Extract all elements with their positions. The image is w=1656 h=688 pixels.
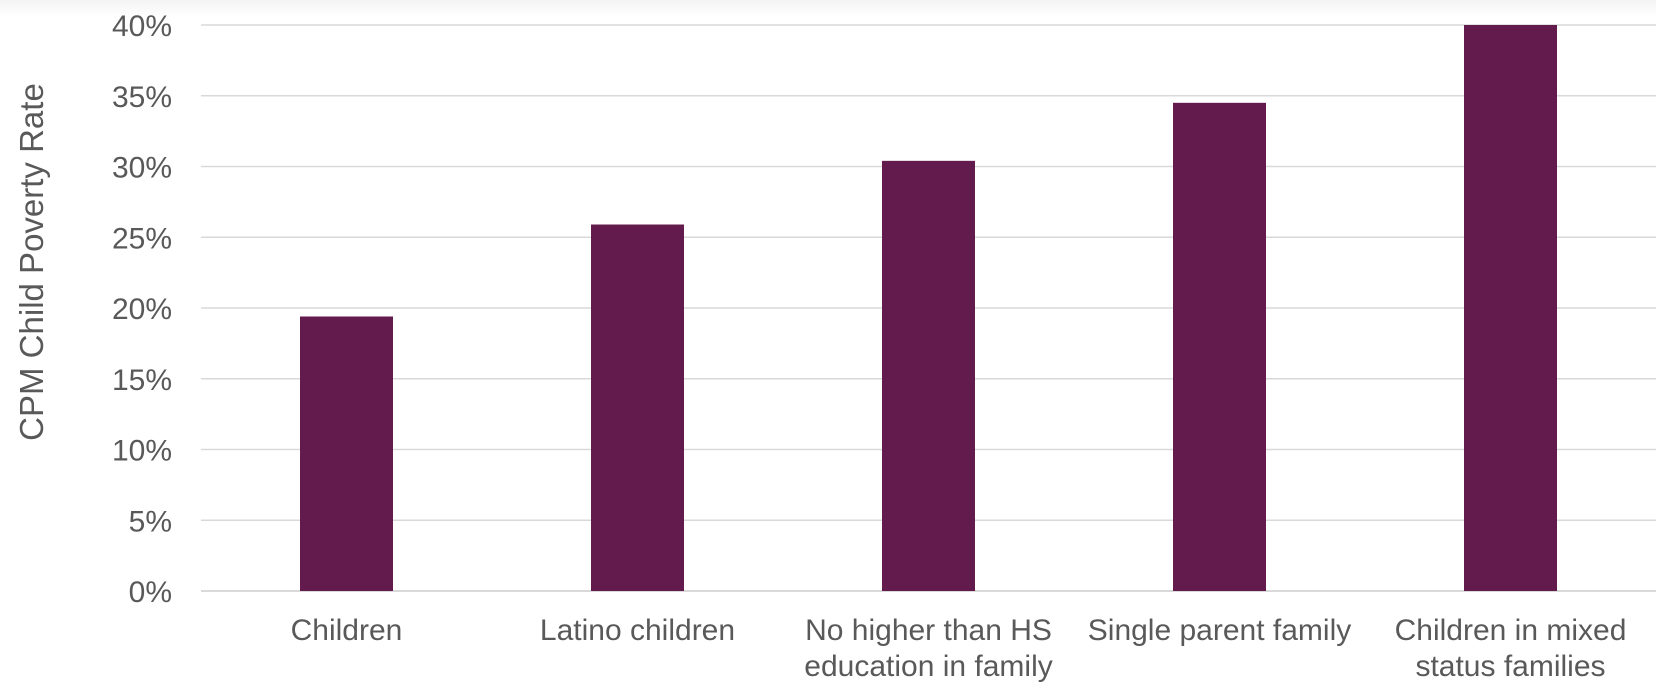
x-tick-label-line: education in family [804, 650, 1052, 683]
y-tick-label: 25% [112, 222, 172, 255]
x-tick-label: Children in mixed status families [1395, 614, 1627, 683]
y-tick-label: 10% [112, 435, 172, 468]
bar [882, 160, 975, 591]
y-tick-label: 35% [112, 81, 172, 114]
y-axis-ticks: 0% 5% 10% 15% 20% 25% 30% 35% 40% [112, 10, 172, 609]
y-axis-title: CPM Child Poverty Rate [13, 83, 50, 441]
bar [1464, 25, 1557, 591]
x-tick-label-line: Single parent family [1088, 614, 1351, 647]
x-tick-label: Single parent family [1088, 614, 1351, 647]
y-tick-label: 0% [129, 576, 172, 609]
x-axis-ticks: Children Latino children No higher than HS… [291, 614, 1627, 683]
y-tick-label: 5% [129, 505, 172, 538]
x-tick-label-line: Children in mixed [1395, 614, 1627, 647]
x-tick-label-line: status families [1415, 650, 1605, 683]
x-tick-label: Latino children [540, 614, 735, 647]
bar [1173, 102, 1266, 591]
y-tick-label: 20% [112, 293, 172, 326]
x-tick-label: No higher than HS education in family [804, 614, 1052, 683]
bars [300, 25, 1557, 591]
y-tick-label: 15% [112, 364, 172, 397]
x-tick-label: Children [291, 614, 403, 647]
top-shade [0, 0, 1656, 18]
x-tick-label-line: Latino children [540, 614, 735, 647]
x-tick-label-line: Children [291, 614, 403, 647]
bar [300, 316, 393, 591]
y-tick-label: 30% [112, 152, 172, 185]
x-tick-label-line: No higher than HS [805, 614, 1052, 647]
bar [591, 224, 684, 591]
y-tick-label: 40% [112, 10, 172, 43]
